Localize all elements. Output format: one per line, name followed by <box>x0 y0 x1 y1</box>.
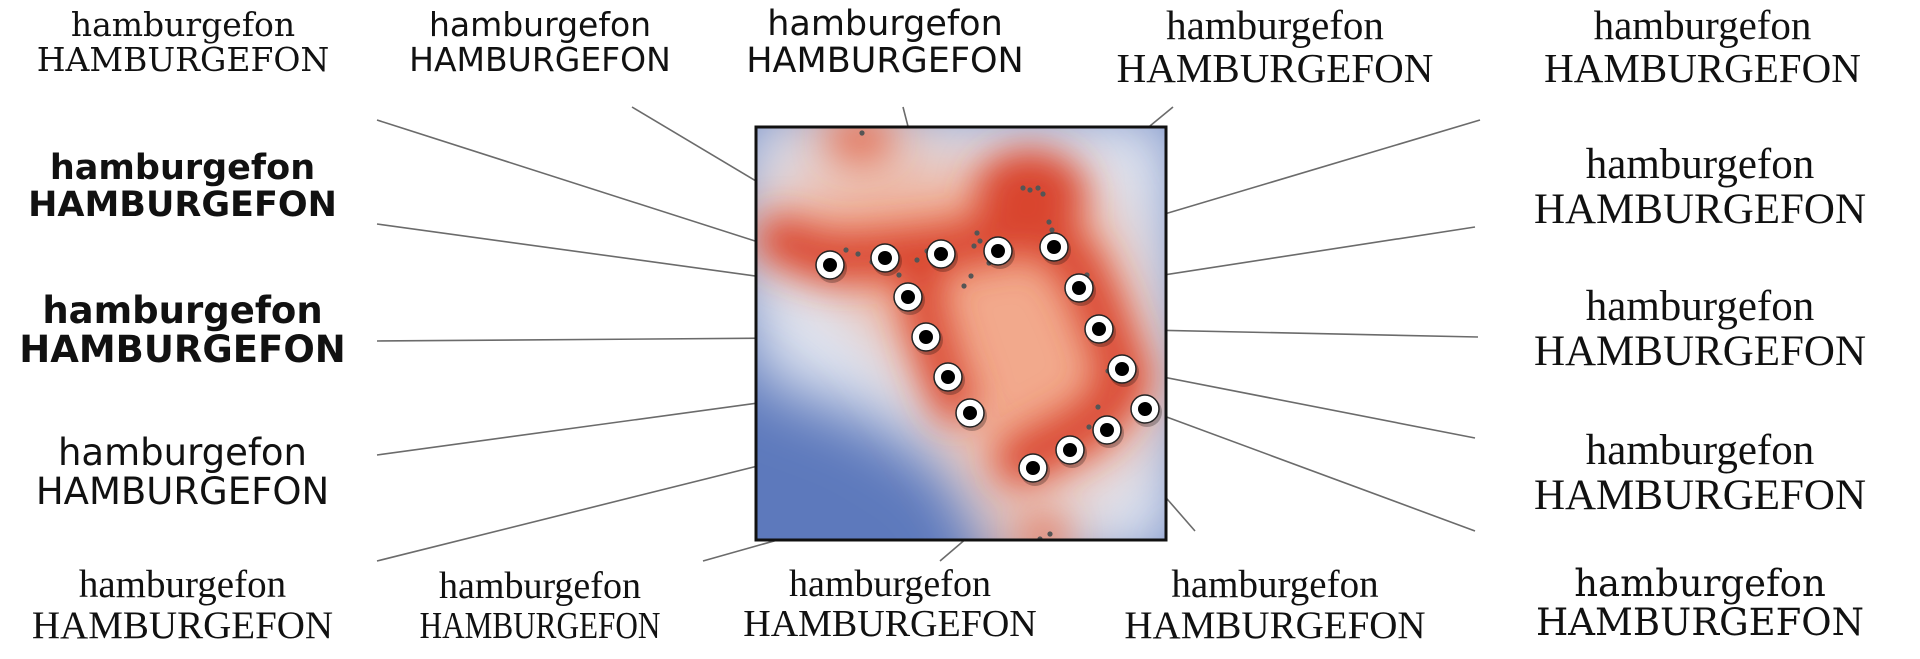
sample-uppercase: HAMBURGEFON <box>1533 472 1867 520</box>
font-marker[interactable] <box>1092 415 1124 448</box>
sample-uppercase: HAMBURGEFON <box>19 327 346 371</box>
font-marker[interactable] <box>926 239 958 272</box>
minor-point <box>971 243 977 249</box>
font-sample-6: hamburgefon HAMBURGEFON <box>10 150 355 224</box>
sample-lowercase: hamburgefon <box>70 5 296 44</box>
font-sample-15: hamburgefon HAMBURGEFON <box>1100 563 1450 647</box>
sample-lowercase: hamburgefon <box>789 563 991 605</box>
sample-lowercase: hamburgefon <box>1171 563 1379 606</box>
sample-lowercase: hamburgefon <box>78 563 287 606</box>
sample-uppercase: HAMBURGEFON <box>1116 45 1434 92</box>
font-sample-13: hamburgefon HAMBURGEFON <box>380 565 700 647</box>
font-marker[interactable] <box>1107 354 1139 387</box>
sample-lowercase: hamburgefon <box>1585 283 1815 330</box>
minor-point <box>1040 191 1046 197</box>
font-marker[interactable] <box>870 243 902 276</box>
font-marker[interactable] <box>933 362 965 395</box>
map-frame <box>754 125 1168 542</box>
sample-uppercase: HAMBURGEFON <box>1535 600 1865 644</box>
font-markers <box>815 232 1162 486</box>
sample-uppercase: HAMBURGEFON <box>36 39 330 79</box>
minor-point <box>961 283 967 289</box>
font-sample-11: hamburgefon HAMBURGEFON <box>1495 428 1905 518</box>
font-sample-2: hamburgefon HAMBURGEFON <box>380 5 700 79</box>
minor-point <box>974 230 980 236</box>
sample-uppercase: HAMBURGEFON <box>743 602 1037 645</box>
sample-lowercase: hamburgefon <box>57 431 308 474</box>
sample-lowercase: hamburgefon <box>49 148 316 188</box>
sample-lowercase: hamburgefon <box>1585 141 1815 188</box>
font-sample-10: hamburgefon HAMBURGEFON <box>5 431 360 513</box>
font-marker[interactable] <box>1130 394 1162 427</box>
minor-point <box>843 247 849 253</box>
minor-point <box>914 257 920 263</box>
minor-point <box>1035 185 1041 191</box>
font-marker[interactable] <box>1084 314 1116 347</box>
sample-lowercase: hamburgefon <box>1166 2 1384 48</box>
sample-uppercase: HAMBURGEFON <box>1533 328 1867 376</box>
minor-point <box>1020 185 1026 191</box>
font-sample-8: hamburgefon HAMBURGEFON <box>5 289 360 371</box>
minor-point <box>1086 424 1092 430</box>
font-sample-7: hamburgefon HAMBURGEFON <box>1495 142 1905 232</box>
minor-point <box>1049 227 1055 233</box>
sample-uppercase: HAMBURGEFON <box>1533 186 1867 234</box>
sample-uppercase: HAMBURGEFON <box>28 184 337 225</box>
font-marker[interactable] <box>815 250 847 283</box>
font-marker[interactable] <box>1018 453 1050 486</box>
font-sample-12: hamburgefon HAMBURGEFON <box>5 563 360 647</box>
heatmap <box>756 127 1166 540</box>
font-marker[interactable] <box>893 282 925 315</box>
connector-line <box>1121 368 1476 439</box>
minor-point <box>896 272 902 278</box>
sample-uppercase: HAMBURGEFON <box>746 40 1024 81</box>
sample-uppercase: HAMBURGEFON <box>31 603 334 647</box>
connector-line <box>1144 408 1476 532</box>
font-marker[interactable] <box>983 236 1015 269</box>
font-sample-14: hamburgefon HAMBURGEFON <box>730 563 1050 645</box>
sample-uppercase: HAMBURGEFON <box>419 604 661 647</box>
sample-lowercase: hamburgefon <box>42 289 323 332</box>
font-marker[interactable] <box>1055 435 1087 468</box>
font-marker[interactable] <box>955 398 987 431</box>
font-marker[interactable] <box>911 322 943 355</box>
minor-point <box>1046 219 1052 225</box>
sample-lowercase: hamburgefon <box>1593 2 1812 48</box>
sample-lowercase: hamburgefon <box>1574 562 1826 605</box>
minor-point <box>977 238 983 244</box>
font-sample-5: hamburgefon HAMBURGEFON <box>1505 2 1900 92</box>
font-marker[interactable] <box>1064 273 1096 306</box>
sample-uppercase: HAMBURGEFON <box>1544 45 1861 92</box>
font-sample-4: hamburgefon HAMBURGEFON <box>1080 2 1470 92</box>
sample-lowercase: hamburgefon <box>439 565 641 607</box>
sample-lowercase: hamburgefon <box>1585 427 1815 474</box>
minor-point <box>1027 187 1033 193</box>
minor-point <box>968 273 974 279</box>
sample-lowercase: hamburgefon <box>767 4 1003 44</box>
font-sample-1: hamburgefon HAMBURGEFON <box>18 5 348 79</box>
minor-point <box>1095 404 1101 410</box>
font-sample-3: hamburgefon HAMBURGEFON <box>710 6 1060 80</box>
font-sample-9: hamburgefon HAMBURGEFON <box>1490 284 1910 374</box>
sample-uppercase: HAMBURGEFON <box>409 39 671 79</box>
minor-point <box>1047 531 1053 537</box>
minor-point <box>855 251 861 257</box>
minor-point <box>859 130 865 136</box>
sample-lowercase: hamburgefon <box>428 5 652 44</box>
font-sample-16: hamburgefon HAMBURGEFON <box>1510 562 1890 644</box>
sample-uppercase: HAMBURGEFON <box>1124 603 1426 647</box>
sample-uppercase: HAMBURGEFON <box>35 469 330 513</box>
font-marker[interactable] <box>1039 232 1071 265</box>
